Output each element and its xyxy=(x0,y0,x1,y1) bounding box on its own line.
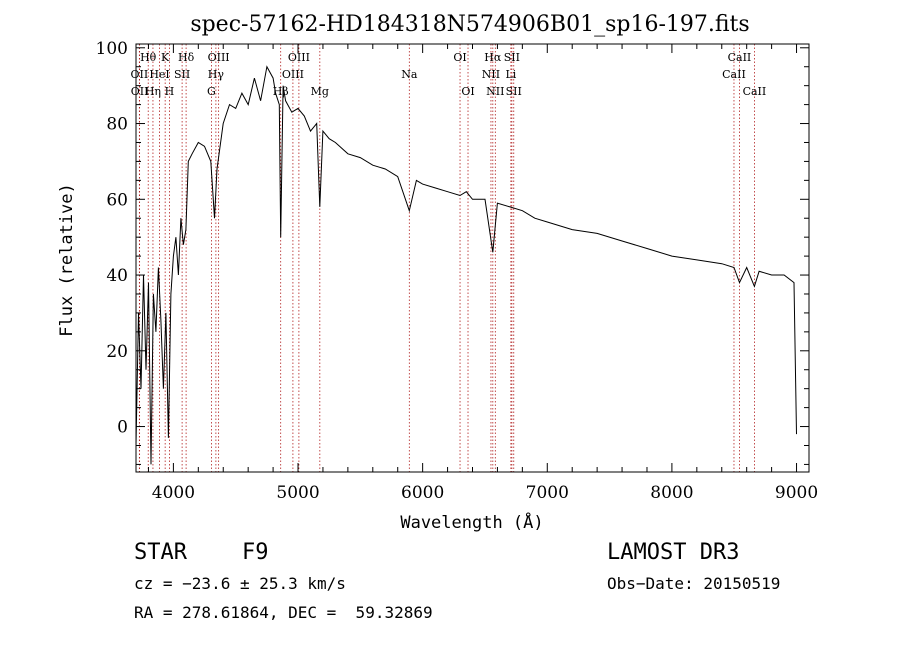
line-label-23: SII xyxy=(506,85,522,98)
obs-date: Obs−Date: 20150519 xyxy=(607,574,781,593)
line-label-19: NII xyxy=(482,68,500,81)
emission-line-markers xyxy=(138,44,755,472)
line-label-10: Hγ xyxy=(208,68,225,81)
coordinates: RA = 278.61864, DEC = 59.32869 xyxy=(134,603,433,622)
line-label-26: CaII xyxy=(728,51,752,64)
x-tick-label: 9000 xyxy=(775,483,818,503)
line-label-4: HeI xyxy=(149,68,169,81)
y-tick-label: 80 xyxy=(106,115,128,135)
line-label-2: OII xyxy=(131,85,149,98)
line-label-25: CaII xyxy=(722,68,746,81)
line-label-24: Li xyxy=(505,68,516,81)
line-label-7: SII xyxy=(174,68,190,81)
survey-name: LAMOST DR3 xyxy=(607,540,740,565)
line-label-8: Hδ xyxy=(178,51,195,64)
x-axis-label: Wavelength (Å) xyxy=(400,511,543,533)
line-label-9: OIII xyxy=(208,51,230,64)
line-label-18: OI xyxy=(461,85,474,98)
line-label-15: Mg xyxy=(311,85,329,98)
line-label-17: OI xyxy=(453,51,466,64)
y-tick-label: 40 xyxy=(106,266,128,286)
line-label-14: OIII xyxy=(288,51,310,64)
y-tick-label: 100 xyxy=(96,39,128,59)
y-tick-label: 60 xyxy=(106,190,128,210)
x-tick-label: 6000 xyxy=(401,483,444,503)
flux-series-line xyxy=(135,65,797,465)
line-label-21: NII xyxy=(486,85,504,98)
line-label-5: K xyxy=(161,51,170,64)
x-tick-label: 8000 xyxy=(650,483,693,503)
line-label-16: Na xyxy=(401,68,418,81)
x-axis: 4000 5000 6000 7000 8000 9000 xyxy=(147,44,818,503)
x-tick-label: 7000 xyxy=(526,483,569,503)
object-subclass: F9 xyxy=(242,540,269,565)
line-label-1: OII xyxy=(131,68,149,81)
chart-title: spec-57162-HD184318N574906B01_sp16-197.f… xyxy=(190,12,749,37)
line-label-3: Hη xyxy=(145,85,161,98)
line-label-13: OIII xyxy=(282,68,304,81)
y-tick-label: 0 xyxy=(117,418,128,438)
object-class: STAR xyxy=(134,540,187,565)
plot-frame xyxy=(135,43,810,473)
spectrum-chart: spec-57162-HD184318N574906B01_sp16-197.f… xyxy=(57,12,818,533)
line-label-20: Hα xyxy=(484,51,502,64)
line-label-0: Hθ xyxy=(140,51,157,64)
redshift-readout: cz = −23.6 ± 25.3 km/s xyxy=(134,574,346,593)
x-tick-label: 5000 xyxy=(276,483,319,503)
y-axis-label: Flux (relative) xyxy=(57,183,77,337)
y-axis: 0 20 40 60 80 100 xyxy=(96,39,809,465)
line-label-11: G xyxy=(207,85,216,98)
line-label-6: H xyxy=(165,85,175,98)
line-label-27: CaII xyxy=(743,85,767,98)
y-tick-label: 20 xyxy=(106,342,128,362)
line-label-22: SII xyxy=(504,51,520,64)
x-tick-label: 4000 xyxy=(152,483,195,503)
